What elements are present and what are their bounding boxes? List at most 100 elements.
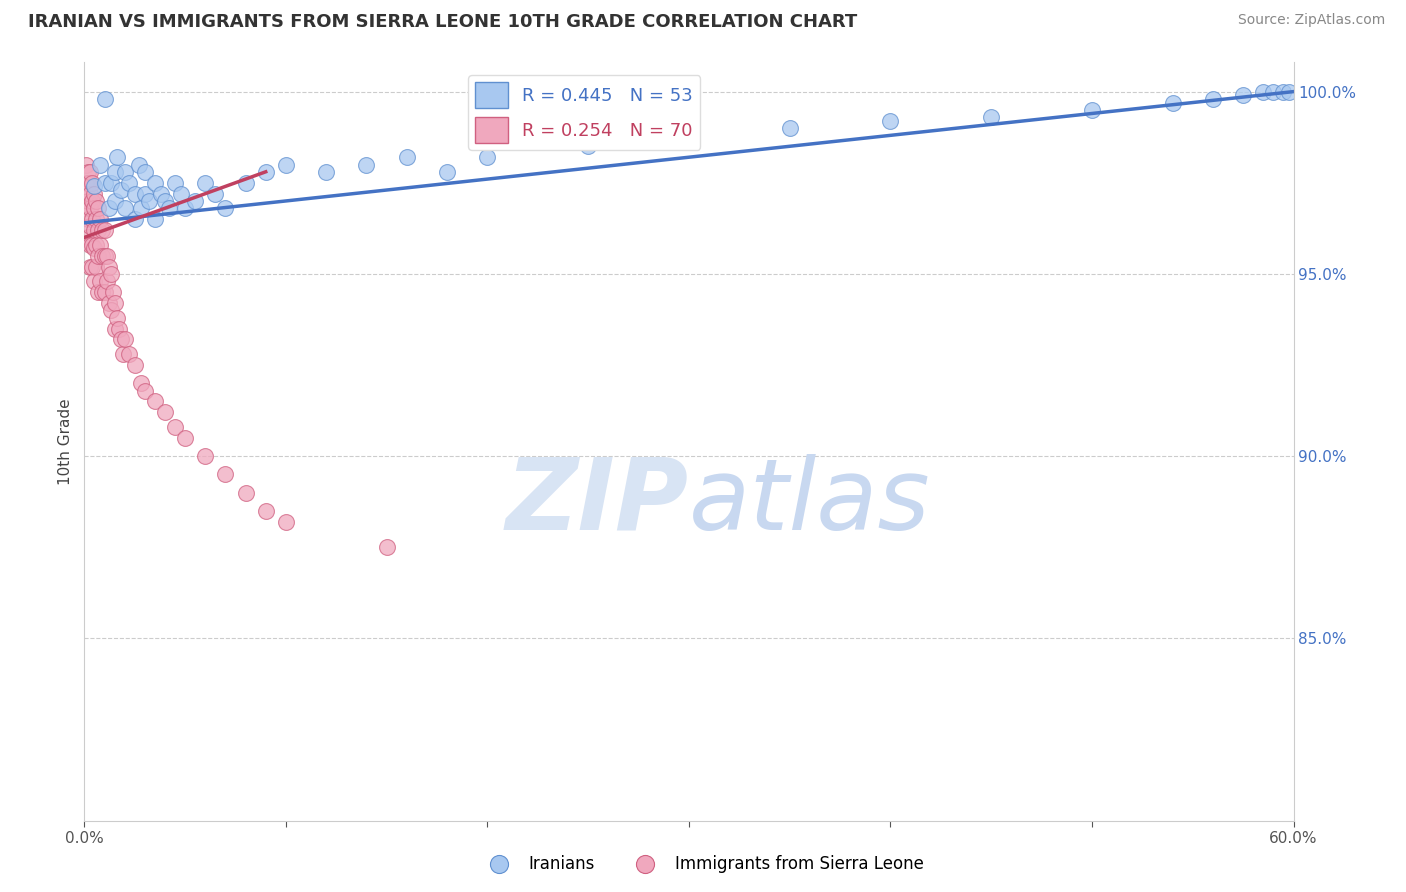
Point	[114, 201, 136, 215]
Point	[87, 223, 110, 237]
Point	[143, 176, 166, 190]
Point	[110, 183, 132, 197]
Point	[254, 165, 277, 179]
Point	[375, 541, 398, 555]
Point	[100, 176, 122, 190]
Point	[356, 157, 378, 171]
Point	[124, 212, 146, 227]
Point	[83, 241, 105, 255]
Point	[111, 347, 134, 361]
Point	[75, 201, 97, 215]
Point	[124, 186, 146, 201]
Point	[1232, 88, 1254, 103]
Point	[82, 260, 104, 274]
Point	[129, 201, 152, 215]
Point	[77, 230, 100, 244]
Point	[79, 165, 101, 179]
Point	[174, 431, 197, 445]
Legend: R = 0.445   N = 53, R = 0.254   N = 70: R = 0.445 N = 53, R = 0.254 N = 70	[468, 75, 700, 150]
Point	[214, 467, 236, 482]
Point	[96, 249, 118, 263]
Point	[89, 212, 111, 227]
Point	[83, 179, 105, 194]
Point	[82, 237, 104, 252]
Point	[153, 405, 176, 419]
Point	[1263, 85, 1285, 99]
Point	[110, 333, 132, 347]
Point	[165, 176, 187, 190]
Point	[1161, 95, 1184, 110]
Point	[87, 201, 110, 215]
Point	[134, 186, 156, 201]
Point	[86, 194, 108, 208]
Point	[170, 186, 193, 201]
Point	[235, 485, 257, 500]
Point	[86, 212, 108, 227]
Point	[779, 121, 801, 136]
Point	[118, 347, 141, 361]
Point	[93, 223, 115, 237]
Y-axis label: 10th Grade: 10th Grade	[58, 398, 73, 485]
Point	[114, 165, 136, 179]
Point	[165, 420, 187, 434]
Point	[1202, 92, 1225, 106]
Point	[980, 110, 1002, 124]
Point	[100, 303, 122, 318]
Point	[89, 157, 111, 171]
Point	[79, 260, 101, 274]
Point	[143, 212, 166, 227]
Point	[134, 384, 156, 398]
Point	[107, 321, 129, 335]
Point	[87, 249, 110, 263]
Point	[194, 449, 217, 463]
Point	[105, 150, 128, 164]
Point	[254, 504, 277, 518]
Point	[153, 194, 176, 208]
Point	[204, 186, 226, 201]
Point	[436, 165, 458, 179]
Point	[82, 212, 104, 227]
Point	[477, 150, 499, 164]
Point	[129, 376, 152, 391]
Point	[576, 139, 599, 153]
Point	[93, 92, 115, 106]
Point	[87, 285, 110, 299]
Point	[1278, 85, 1301, 99]
Point	[128, 157, 150, 171]
Point	[214, 201, 236, 215]
Text: ZIP: ZIP	[506, 454, 689, 550]
Point	[91, 223, 114, 237]
Point	[83, 223, 105, 237]
Point	[315, 165, 337, 179]
Point	[89, 274, 111, 288]
Text: IRANIAN VS IMMIGRANTS FROM SIERRA LEONE 10TH GRADE CORRELATION CHART: IRANIAN VS IMMIGRANTS FROM SIERRA LEONE …	[28, 13, 858, 31]
Point	[93, 176, 115, 190]
Point	[194, 176, 217, 190]
Point	[104, 165, 127, 179]
Point	[91, 249, 114, 263]
Point	[149, 186, 172, 201]
Point	[124, 358, 146, 372]
Point	[174, 201, 197, 215]
Point	[79, 186, 101, 201]
Point	[104, 194, 127, 208]
Legend: Iranians, Immigrants from Sierra Leone: Iranians, Immigrants from Sierra Leone	[475, 848, 931, 880]
Point	[89, 237, 111, 252]
Point	[77, 176, 100, 190]
Point	[75, 157, 97, 171]
Point	[79, 219, 101, 234]
Point	[97, 201, 120, 215]
Point	[79, 237, 101, 252]
Text: Source: ZipAtlas.com: Source: ZipAtlas.com	[1237, 13, 1385, 28]
Point	[143, 394, 166, 409]
Point	[678, 128, 700, 143]
Point	[82, 194, 104, 208]
Point	[83, 186, 105, 201]
Point	[77, 165, 100, 179]
Point	[395, 150, 418, 164]
Point	[879, 113, 901, 128]
Point	[77, 194, 100, 208]
Point	[97, 296, 120, 310]
Point	[101, 285, 124, 299]
Point	[75, 186, 97, 201]
